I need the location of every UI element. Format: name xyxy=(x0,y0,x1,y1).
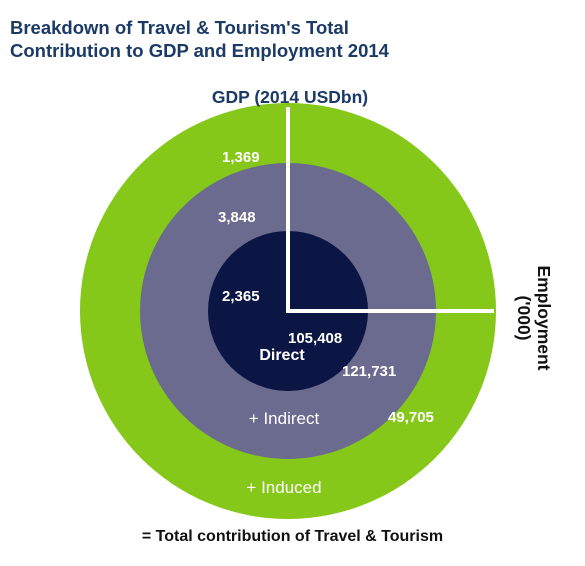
employment-axis-label-line-1: Employment xyxy=(534,265,554,370)
gdp-value-direct: 2,365 xyxy=(222,288,260,305)
chart-title-line-2: Contribution to GDP and Employment 2014 xyxy=(10,40,389,61)
employment-value-indirect: 121,731 xyxy=(342,363,396,380)
chart-title: Breakdown of Travel & Tourism's Total Co… xyxy=(10,16,510,62)
employment-axis-label-line-2: ('000) xyxy=(514,295,534,340)
employment-value-induced: 49,705 xyxy=(388,409,434,426)
gdp-value-induced: 1,369 xyxy=(222,149,260,166)
employment-axis-label: Employment ('000) xyxy=(514,265,554,370)
employment-value-direct: 105,408 xyxy=(288,330,342,347)
ring-label-induced: + Induced xyxy=(246,478,321,497)
chart-title-line-1: Breakdown of Travel & Tourism's Total xyxy=(10,17,349,38)
gdp-value-indirect: 3,848 xyxy=(218,209,256,226)
chart-footer: = Total contribution of Travel & Tourism xyxy=(141,528,444,545)
quadrant-divider-lines xyxy=(286,107,494,313)
ring-label-direct: Direct xyxy=(259,347,305,364)
ring-label-indirect: + Indirect xyxy=(249,409,320,428)
gdp-axis-label: GDP (2014 USDbn) xyxy=(212,87,368,107)
